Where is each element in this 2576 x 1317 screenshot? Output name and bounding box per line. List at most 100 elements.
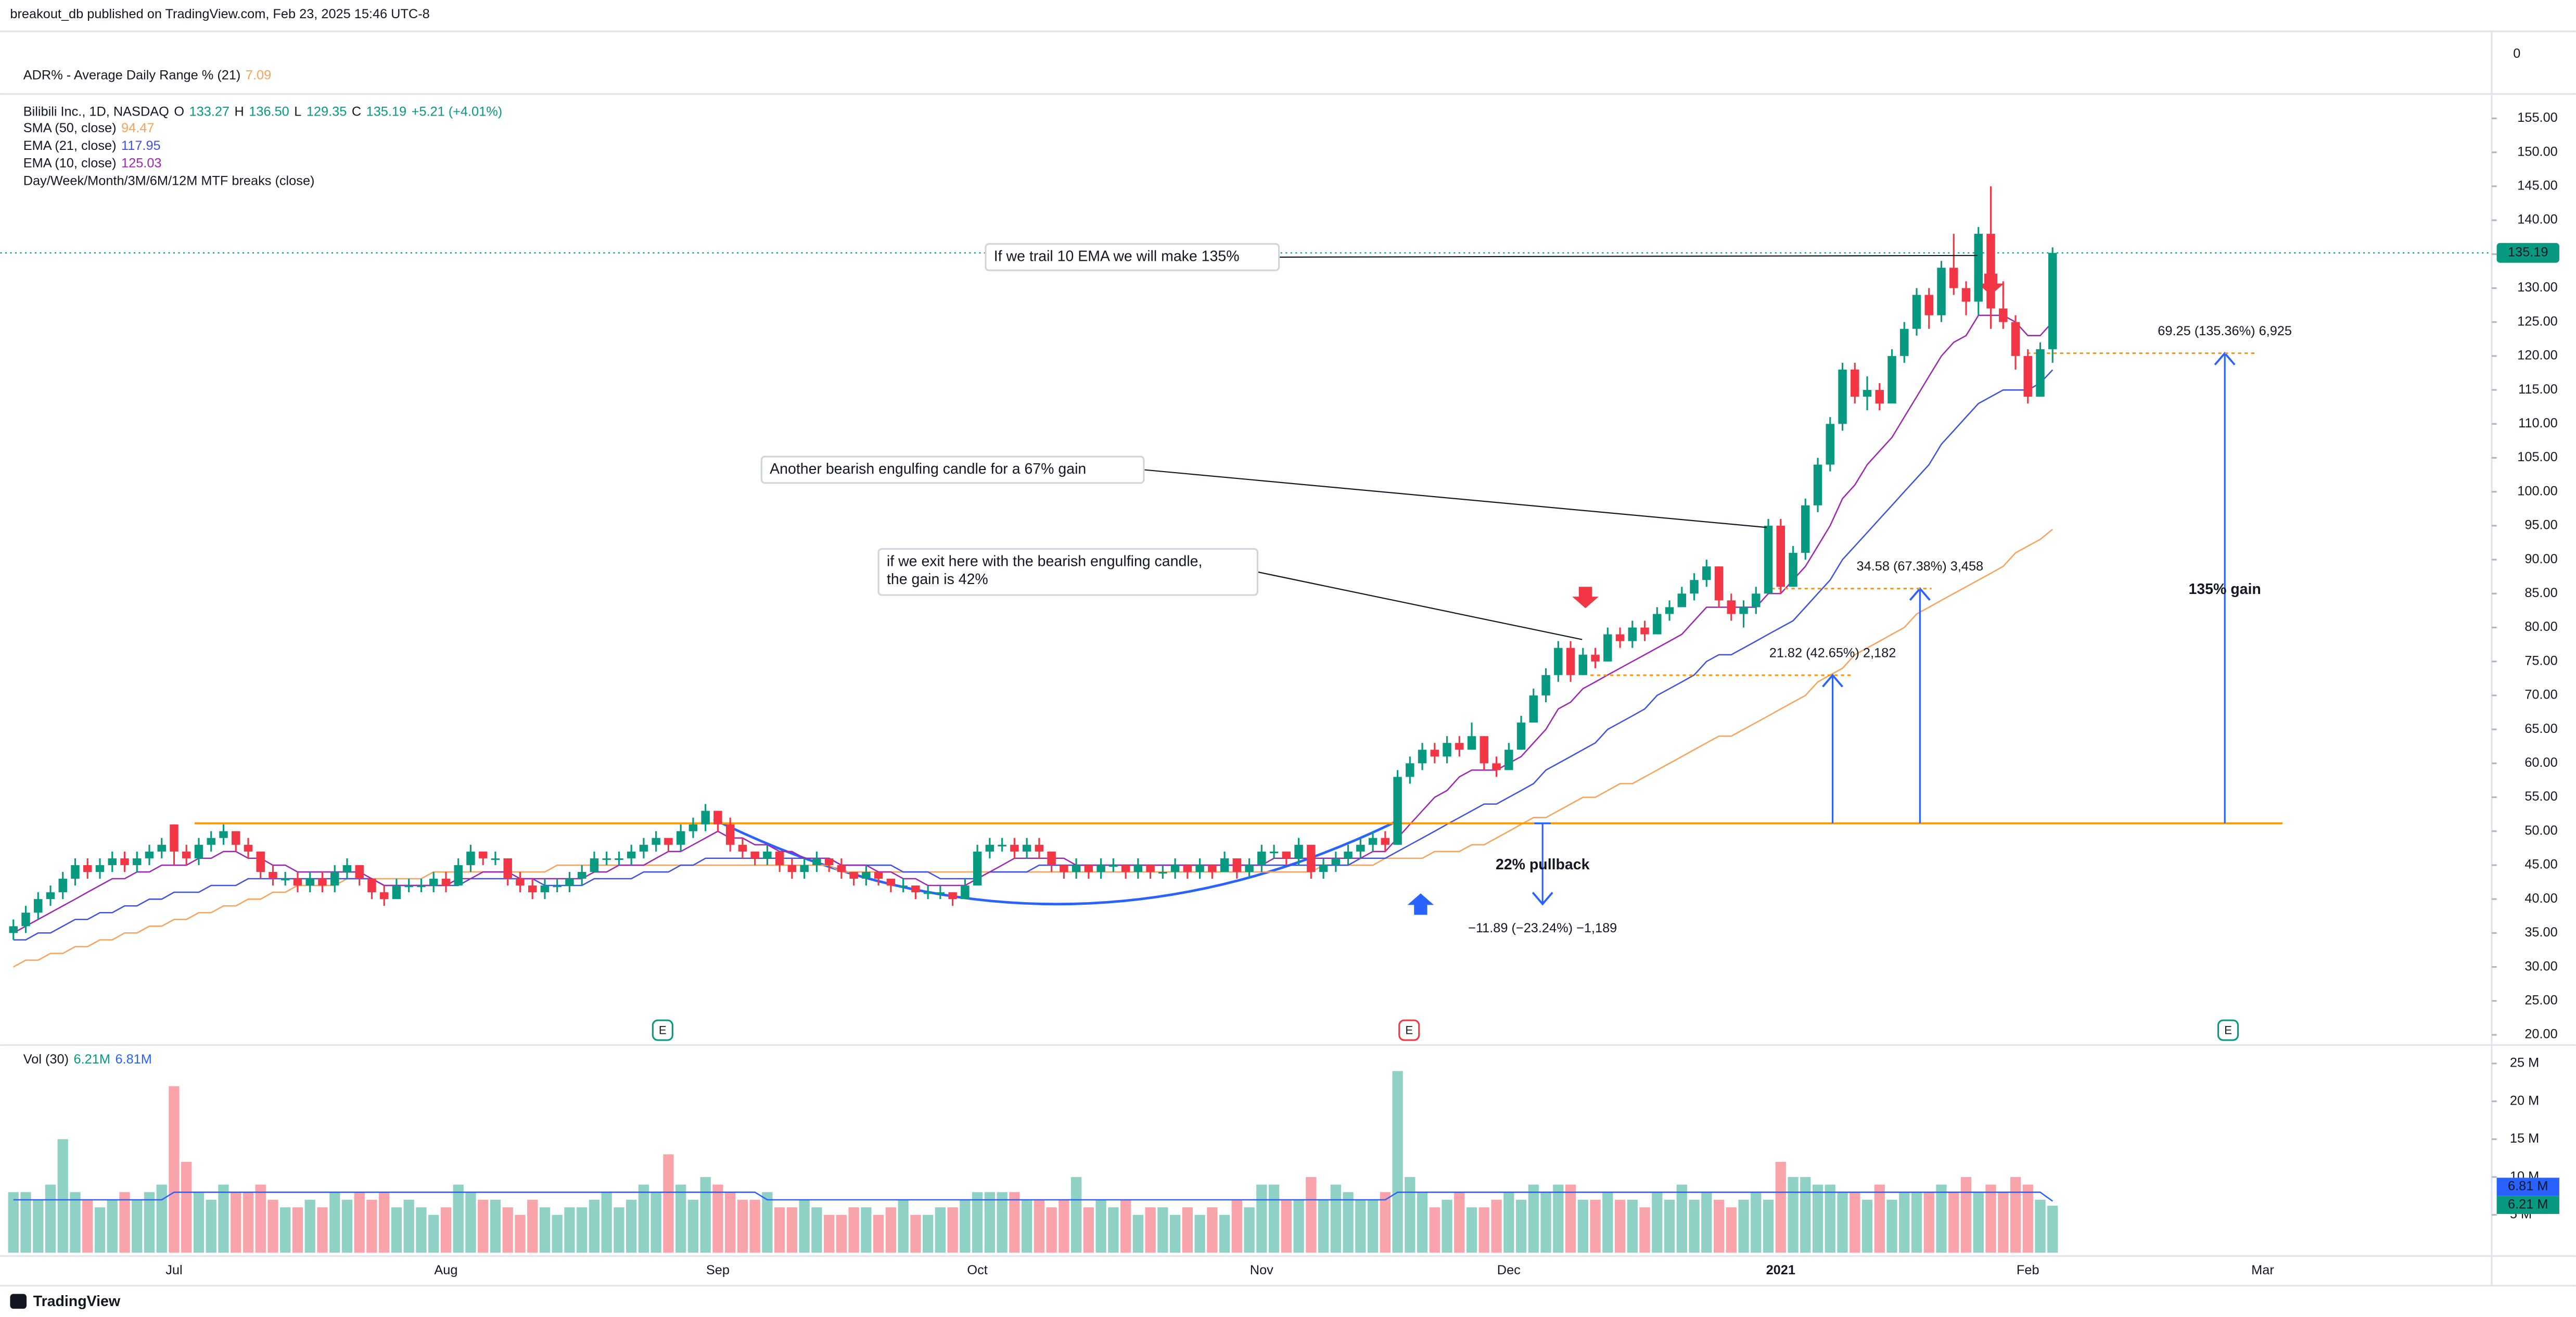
volume-bar <box>119 1192 130 1253</box>
measure-label: 34.58 (67.38%) 3,458 <box>1857 559 1984 574</box>
volume-bar <box>725 1192 736 1253</box>
candle-body <box>1455 743 1464 750</box>
x-tick-label: Sep <box>706 1263 730 1277</box>
adr-tick-label: 0 <box>2513 46 2520 61</box>
earnings-label: E <box>659 1023 667 1036</box>
volume-tick-label: 15 M <box>2510 1131 2539 1146</box>
volume-bar <box>552 1214 563 1253</box>
volume-bar <box>1034 1199 1044 1253</box>
volume-bar <box>749 1199 760 1253</box>
candle-body <box>1603 634 1612 662</box>
candle-body <box>478 851 488 858</box>
last-price-label: 135.19 <box>2508 245 2548 259</box>
volume-bar <box>799 1199 810 1253</box>
measure-note: 135% gain <box>2188 581 2261 598</box>
y-tick-label: 105.00 <box>2517 450 2557 464</box>
y-tick-label: 65.00 <box>2524 721 2557 736</box>
callout-pointer <box>1143 469 1767 528</box>
volume-bar <box>1207 1207 1218 1253</box>
volume-bar <box>997 1192 1008 1253</box>
earnings-label: E <box>1405 1023 1413 1036</box>
candle-body <box>602 858 611 860</box>
candle-body <box>1430 750 1439 757</box>
volume-bar <box>1923 1192 1934 1253</box>
y-tick-label: 55.00 <box>2524 789 2557 804</box>
y-tick-label: 110.00 <box>2518 416 2558 430</box>
candle-body <box>120 858 129 865</box>
volume-bar <box>1726 1207 1737 1253</box>
candle-body <box>590 858 599 872</box>
candle-body <box>1220 858 1229 872</box>
volume-bar <box>181 1162 192 1253</box>
legend-row: ADR% - Average Daily Range % (21) 7.09 <box>23 68 271 82</box>
candle-body <box>1195 865 1204 872</box>
candle-body <box>1245 865 1254 872</box>
volume-bar <box>1244 1207 1255 1253</box>
volume-bar <box>1417 1192 1428 1253</box>
candle-body <box>1294 844 1303 858</box>
candle-body <box>1961 288 1971 302</box>
volume-bar <box>1652 1192 1663 1253</box>
quote-label: C <box>352 104 361 119</box>
callout-box <box>760 455 1145 484</box>
volume-bar <box>453 1184 464 1253</box>
candle-body <box>738 844 747 852</box>
volume-bar <box>1380 1192 1391 1253</box>
x-tick-label: Dec <box>1497 1263 1521 1277</box>
volume-bar <box>824 1214 835 1253</box>
x-tick-label: Jul <box>165 1263 182 1277</box>
candle-body <box>516 879 525 886</box>
volume-bar <box>341 1199 353 1253</box>
volume-bar <box>1367 1199 1379 1253</box>
candle-body <box>219 831 228 838</box>
volume-bar <box>601 1192 612 1253</box>
volume-bar <box>1812 1184 1823 1253</box>
volume-bar <box>440 1207 452 1253</box>
volume-ma-value: 6.81M <box>115 1052 151 1067</box>
callout-pointer <box>1257 571 1583 640</box>
candle-body <box>1974 234 1983 302</box>
callout-text: Another bearish engulfing candle for a 6… <box>770 461 1086 477</box>
volume-bar <box>280 1207 291 1253</box>
candle-body <box>182 851 191 858</box>
candle-body <box>342 865 352 872</box>
volume-bar <box>836 1214 847 1253</box>
x-tick-label: Feb <box>2017 1263 2039 1277</box>
y-tick-label: 145.00 <box>2517 179 2557 193</box>
candle-body <box>1690 580 1699 594</box>
volume-bar <box>1256 1184 1267 1253</box>
candle-body <box>503 858 512 879</box>
volume-bar <box>465 1192 476 1253</box>
candle-body <box>355 865 364 879</box>
volume-bar <box>1540 1192 1551 1253</box>
candle-body <box>1628 627 1637 641</box>
candle-body <box>1949 268 1958 288</box>
candle-body <box>1888 356 1896 404</box>
candle-body <box>577 871 586 879</box>
volume-bar <box>304 1199 315 1253</box>
volume-bar <box>317 1207 328 1253</box>
volume-bar <box>848 1207 859 1253</box>
candle-body <box>1615 634 1625 641</box>
x-tick-label: 2021 <box>1766 1263 1795 1277</box>
volume-bar <box>1590 1199 1601 1253</box>
volume-bar <box>1960 1177 1972 1253</box>
volume-bar <box>1738 1199 1749 1253</box>
candle-body <box>1170 865 1180 872</box>
volume-bar <box>811 1207 822 1253</box>
candle-body <box>1838 369 1847 424</box>
volume-bar <box>132 1199 143 1253</box>
earnings-marker <box>1398 1019 1420 1041</box>
volume-tick-label: 25 M <box>2510 1056 2539 1070</box>
candle-body <box>565 879 574 886</box>
series-name: SMA (50, close) <box>23 121 117 135</box>
volume-bar <box>1528 1184 1539 1253</box>
candle-body <box>1578 654 1588 675</box>
candle-body <box>379 892 389 900</box>
callout-text: the gain is 42% <box>887 571 988 588</box>
volume-bar <box>1392 1071 1403 1253</box>
candle-body <box>639 844 648 852</box>
volume-bar <box>156 1184 167 1253</box>
candle-body <box>2048 252 2057 349</box>
